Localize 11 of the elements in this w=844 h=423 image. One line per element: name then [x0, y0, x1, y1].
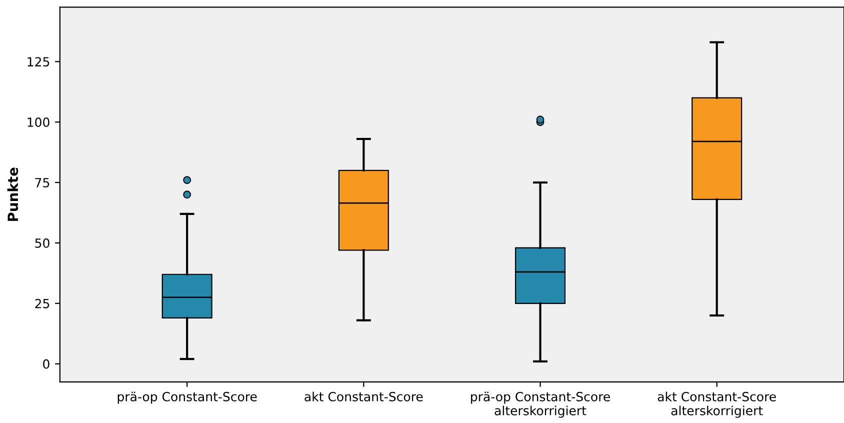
- x-tick-label: prä-op Constant-Score alterskorrigiert: [471, 392, 610, 418]
- x-tick-label: akt Constant-Score: [304, 392, 423, 402]
- y-tick-label: 0: [43, 359, 50, 369]
- x-tick-label: prä-op Constant-Score: [118, 392, 257, 404]
- x-tick-label: akt Constant-Score alterskorrigiert: [658, 392, 776, 418]
- y-tick-label: 75: [35, 178, 50, 188]
- y-tick-label: 100: [28, 118, 50, 127]
- y-tick-label: 125: [28, 57, 50, 67]
- y-axis-title: Punkte: [7, 168, 18, 221]
- y-tick-label: 50: [35, 238, 50, 248]
- y-tick-label: 25: [35, 298, 50, 308]
